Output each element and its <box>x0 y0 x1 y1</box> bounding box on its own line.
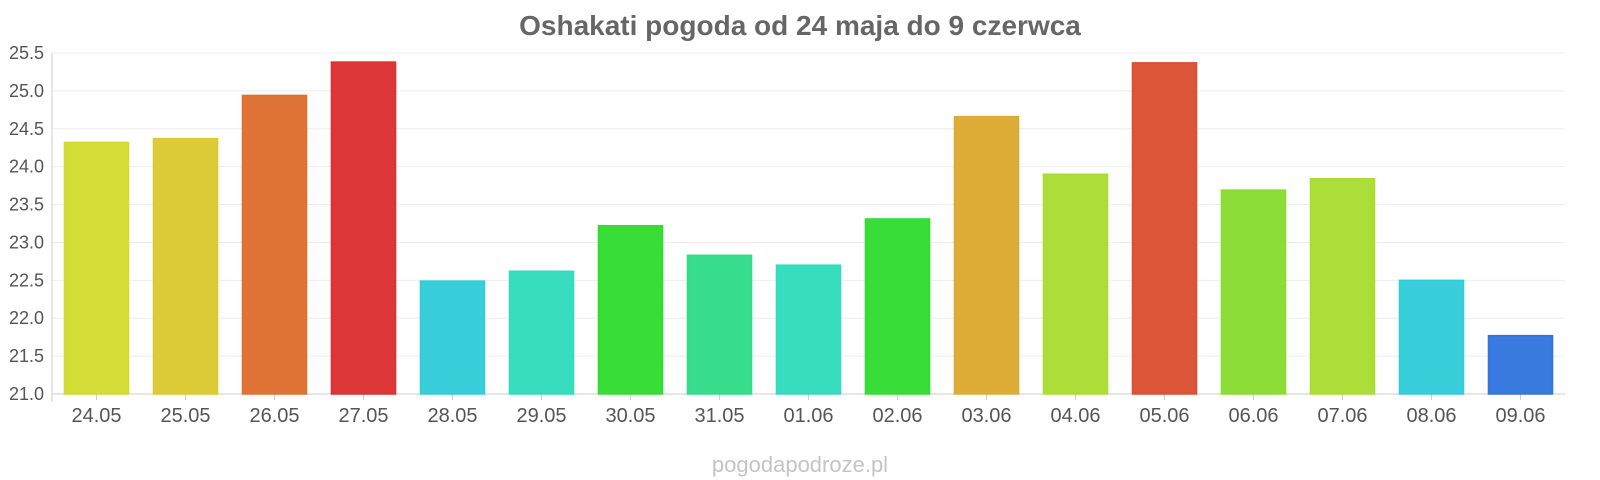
x-tick-label: 08.06 <box>1406 405 1456 427</box>
bar-08.06 <box>1398 279 1465 395</box>
bar-05.06 <box>1131 62 1198 395</box>
x-tick-label: 27.05 <box>338 405 388 427</box>
x-tick-label: 07.06 <box>1317 405 1367 427</box>
bar-31.05 <box>686 254 753 395</box>
x-tick-labels: 24.05 25.05 26.05 27.05 28.05 29.05 30.05 31.05… <box>71 405 1545 427</box>
y-tick-label: 23.5 <box>9 195 44 215</box>
x-tick-label: 02.06 <box>872 405 922 427</box>
y-tick-label: 25.0 <box>9 81 44 101</box>
y-tick-label: 25.5 <box>9 43 44 63</box>
bar-02.06 <box>864 218 931 395</box>
y-tick-label: 22.0 <box>9 308 44 328</box>
x-tick-label: 03.06 <box>961 405 1011 427</box>
bar-01.06 <box>775 264 842 395</box>
bars <box>63 61 1554 395</box>
x-tick-label: 04.06 <box>1050 405 1100 427</box>
bar-03.06 <box>953 115 1020 395</box>
bar-29.05 <box>508 270 575 395</box>
bar-06.06 <box>1220 189 1287 395</box>
y-tick-label: 22.5 <box>9 270 44 290</box>
bar-26.05 <box>241 94 308 395</box>
watermark: pogodapodroze.pl <box>711 452 889 477</box>
y-tick-label: 23.0 <box>9 232 44 252</box>
x-tick-label: 26.05 <box>249 405 299 427</box>
x-tick-label: 24.05 <box>71 405 121 427</box>
x-tick-label: 01.06 <box>783 405 833 427</box>
chart-title: Oshakati pogoda od 24 maja do 9 czerwca <box>519 10 1081 41</box>
bar-25.05 <box>152 137 219 395</box>
bar-30.05 <box>597 225 664 395</box>
x-tick-label: 05.06 <box>1139 405 1189 427</box>
bar-28.05 <box>419 280 486 395</box>
y-tick-label: 21.0 <box>9 384 44 404</box>
y-tick-label: 24.5 <box>9 119 44 139</box>
x-tick-label: 29.05 <box>516 405 566 427</box>
bar-04.06 <box>1042 173 1109 395</box>
x-tick-label: 25.05 <box>160 405 210 427</box>
x-tick-label: 06.06 <box>1228 405 1278 427</box>
bar-27.05 <box>330 61 397 395</box>
x-tick-label: 31.05 <box>694 405 744 427</box>
bar-07.06 <box>1309 178 1376 395</box>
y-tick-label: 21.5 <box>9 346 44 366</box>
x-tick-label: 30.05 <box>605 405 655 427</box>
y-tick-label: 24.0 <box>9 157 44 177</box>
y-tick-labels: 21.0 21.5 22.0 22.5 23.0 23.5 24.0 24.5 25.0 25.5 <box>9 43 44 404</box>
bar-24.05 <box>63 141 130 395</box>
bar-09.06 <box>1487 334 1554 395</box>
x-tick-label: 28.05 <box>427 405 477 427</box>
x-tick-label: 09.06 <box>1495 405 1545 427</box>
